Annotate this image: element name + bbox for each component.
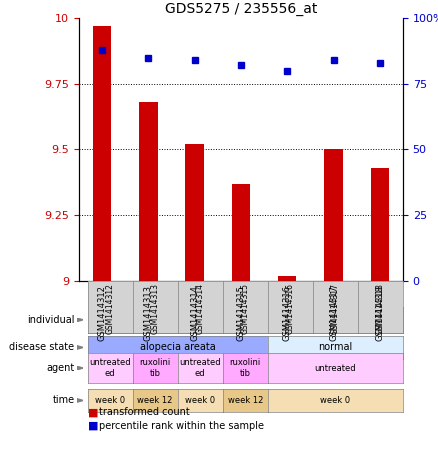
Text: GSM1414317: GSM1414317	[329, 285, 338, 342]
Text: percentile rank within the sample: percentile rank within the sample	[99, 421, 264, 431]
Bar	[232, 183, 250, 281]
Text: week 0: week 0	[320, 396, 350, 405]
Text: GSM1414313: GSM1414313	[144, 285, 153, 342]
Bar	[139, 102, 158, 281]
Polygon shape	[77, 399, 83, 402]
Text: GSM1414314: GSM1414314	[196, 284, 205, 334]
Text: control
subject 2: control subject 2	[313, 309, 358, 331]
Text: GSM1414312: GSM1414312	[106, 284, 115, 334]
Text: agent: agent	[46, 363, 74, 373]
Text: individual: individual	[27, 315, 74, 325]
Bar	[93, 26, 111, 281]
Text: week 0: week 0	[185, 396, 215, 405]
Text: GSM1414315: GSM1414315	[237, 285, 245, 341]
Text: ■: ■	[88, 421, 98, 431]
Text: week 0: week 0	[95, 396, 125, 405]
Text: GSM1414316: GSM1414316	[283, 285, 292, 342]
Text: GSM1414313: GSM1414313	[151, 284, 160, 334]
Text: ruxolini
tib: ruxolini tib	[230, 358, 261, 378]
Text: ruxolini
tib: ruxolini tib	[140, 358, 171, 378]
Text: GSM1414317: GSM1414317	[331, 284, 340, 334]
Bar	[278, 275, 297, 281]
Bar	[185, 144, 204, 281]
Text: patient 1: patient 1	[110, 315, 155, 325]
Text: ■: ■	[88, 407, 98, 417]
Text: GSM1414312: GSM1414312	[98, 285, 106, 341]
Text: alopecia areata: alopecia areata	[140, 342, 215, 352]
Text: normal: normal	[318, 342, 353, 352]
Text: transformed count: transformed count	[99, 407, 189, 417]
Text: week 12: week 12	[228, 396, 263, 405]
Text: control
subject 3: control subject 3	[358, 309, 403, 331]
Text: week 12: week 12	[138, 396, 173, 405]
Bar	[371, 168, 389, 281]
Text: GSM1414316: GSM1414316	[286, 284, 295, 334]
Text: GSM1414314: GSM1414314	[190, 285, 199, 341]
Text: untreated: untreated	[314, 364, 356, 372]
Polygon shape	[77, 346, 83, 349]
Title: GDS5275 / 235556_at: GDS5275 / 235556_at	[165, 2, 317, 16]
Text: time: time	[52, 395, 74, 405]
Text: untreated
ed: untreated ed	[89, 358, 131, 378]
Text: GSM1414315: GSM1414315	[241, 284, 250, 334]
Text: patient 2: patient 2	[201, 315, 245, 325]
Text: control
subject 1: control subject 1	[268, 309, 313, 331]
Text: disease state: disease state	[9, 342, 74, 352]
Text: GSM1414318: GSM1414318	[376, 284, 385, 334]
Text: GSM1414318: GSM1414318	[375, 285, 384, 342]
Polygon shape	[77, 366, 83, 370]
Polygon shape	[77, 318, 83, 322]
Bar	[324, 149, 343, 281]
Text: untreated
ed: untreated ed	[180, 358, 221, 378]
